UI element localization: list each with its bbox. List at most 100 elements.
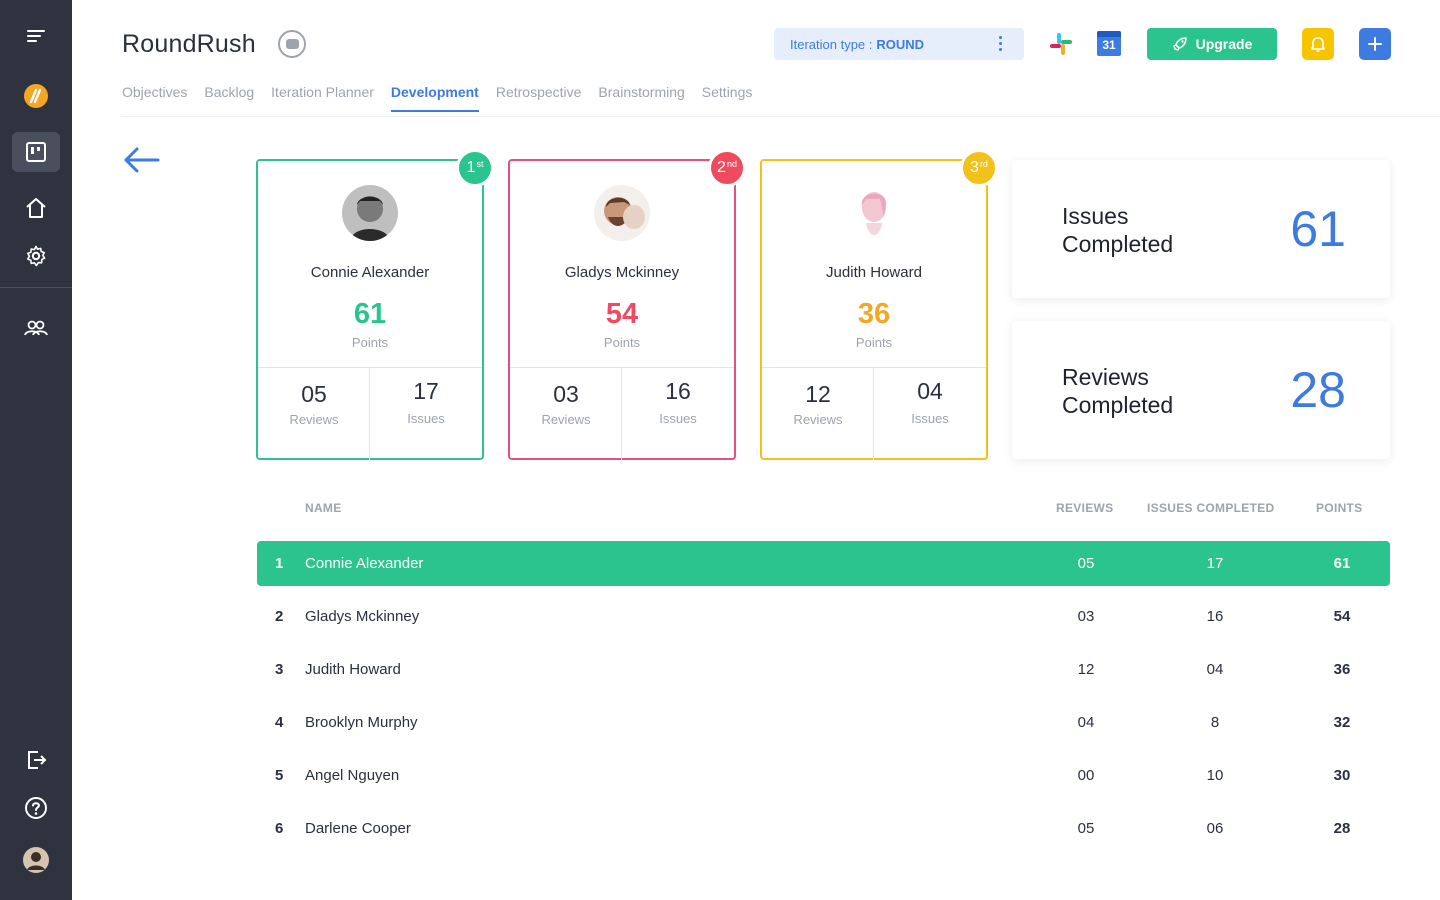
iteration-type-value: ROUND bbox=[876, 36, 925, 52]
rank-number: 3 bbox=[970, 159, 979, 176]
menu-icon[interactable] bbox=[12, 16, 60, 56]
team-icon[interactable] bbox=[12, 308, 60, 348]
table-row[interactable]: 4 Brooklyn Murphy 04 8 32 bbox=[257, 700, 1390, 745]
reviews-count: 12 bbox=[805, 381, 831, 407]
reviews-label: Reviews bbox=[793, 412, 843, 427]
row-points: 32 bbox=[1333, 714, 1351, 731]
table-row[interactable]: 6 Darlene Cooper 05 06 28 bbox=[257, 806, 1390, 851]
add-button[interactable] bbox=[1359, 28, 1391, 60]
issues-count: 04 bbox=[917, 378, 943, 404]
leader-name: Judith Howard bbox=[826, 264, 922, 281]
header-points[interactable]: POINTS bbox=[1316, 501, 1363, 515]
reviews-stat: 03 Reviews bbox=[510, 381, 622, 427]
row-points: 30 bbox=[1333, 767, 1351, 784]
header-issues-completed[interactable]: ISSUES COMPLETED bbox=[1147, 501, 1275, 515]
logout-icon[interactable] bbox=[12, 740, 60, 780]
roundrush-logo-icon[interactable] bbox=[12, 76, 60, 116]
row-rank: 5 bbox=[275, 767, 284, 784]
iteration-type-selector[interactable]: Iteration type : ROUND bbox=[774, 28, 1024, 60]
card-divider-vertical bbox=[873, 367, 874, 460]
help-icon[interactable] bbox=[12, 788, 60, 828]
issues-completed-label: Issues Completed bbox=[1062, 203, 1174, 257]
table-row[interactable]: 2 Gladys Mckinney 03 16 54 bbox=[257, 594, 1390, 639]
row-reviews: 03 bbox=[1077, 608, 1095, 625]
back-arrow-icon[interactable] bbox=[122, 145, 160, 180]
row-rank: 3 bbox=[275, 661, 284, 678]
notification-button[interactable] bbox=[1302, 28, 1334, 60]
tab-iteration-planner[interactable]: Iteration Planner bbox=[271, 84, 374, 100]
tab-brainstorming[interactable]: Brainstorming bbox=[598, 84, 685, 100]
leader-points: 61 bbox=[353, 298, 387, 330]
row-reviews: 04 bbox=[1077, 714, 1095, 731]
points-label: Points bbox=[855, 335, 893, 350]
upgrade-button[interactable]: Upgrade bbox=[1147, 28, 1277, 60]
leader-points: 54 bbox=[605, 298, 639, 330]
board-icon[interactable] bbox=[12, 132, 60, 172]
more-vertical-icon[interactable] bbox=[999, 36, 1002, 51]
main-area: RoundRush Objectives Backlog Iteration P… bbox=[72, 0, 1440, 900]
table-row[interactable]: 5 Angel Nguyen 00 10 30 bbox=[257, 753, 1390, 798]
row-points: 54 bbox=[1333, 608, 1351, 625]
sidebar-divider bbox=[0, 287, 72, 288]
row-points: 28 bbox=[1333, 820, 1351, 837]
reviews-completed-card: Reviews Completed 28 bbox=[1012, 321, 1390, 459]
leader-points: 36 bbox=[857, 298, 891, 330]
rank-number: 2 bbox=[717, 159, 726, 176]
row-name: Gladys Mckinney bbox=[305, 608, 420, 625]
rank-suffix: st bbox=[476, 159, 484, 169]
rank-suffix: nd bbox=[726, 159, 737, 169]
row-name: Darlene Cooper bbox=[305, 820, 411, 837]
points-label: Points bbox=[603, 335, 641, 350]
rocket-icon bbox=[1172, 37, 1187, 51]
tab-settings[interactable]: Settings bbox=[701, 84, 753, 100]
card-divider bbox=[258, 367, 482, 368]
row-reviews: 05 bbox=[1077, 820, 1095, 837]
row-reviews: 05 bbox=[1077, 555, 1095, 572]
issues-count: 17 bbox=[413, 378, 439, 404]
issues-label: Issues bbox=[911, 411, 949, 426]
header-divider bbox=[122, 116, 1440, 117]
row-reviews: 12 bbox=[1077, 661, 1095, 678]
row-rank: 2 bbox=[275, 608, 284, 625]
bell-icon bbox=[1311, 37, 1325, 52]
header-reviews[interactable]: REVIEWS bbox=[1056, 501, 1114, 515]
issues-stat: 04 Issues bbox=[874, 378, 986, 426]
avatar bbox=[846, 185, 902, 241]
row-issues: 06 bbox=[1206, 820, 1224, 837]
header-name[interactable]: NAME bbox=[305, 501, 342, 515]
user-avatar[interactable] bbox=[12, 840, 60, 880]
issues-label: Issues bbox=[659, 411, 697, 426]
row-issues: 04 bbox=[1206, 661, 1224, 678]
slack-icon[interactable] bbox=[1048, 31, 1074, 62]
row-points: 36 bbox=[1333, 661, 1351, 678]
table-row[interactable]: 3 Judith Howard 12 04 36 bbox=[257, 647, 1390, 692]
record-icon[interactable] bbox=[278, 30, 306, 58]
row-issues: 10 bbox=[1206, 767, 1224, 784]
row-issues: 17 bbox=[1206, 555, 1224, 572]
calendar-day: 31 bbox=[1102, 38, 1116, 52]
card-divider-vertical bbox=[621, 367, 622, 460]
row-rank: 4 bbox=[275, 714, 284, 731]
avatar bbox=[342, 185, 398, 241]
issues-completed-value: 61 bbox=[1290, 201, 1346, 257]
row-name: Angel Nguyen bbox=[305, 767, 400, 784]
reviews-label: Reviews bbox=[541, 412, 591, 427]
reviews-count: 03 bbox=[553, 381, 579, 407]
tab-objectives[interactable]: Objectives bbox=[122, 84, 188, 100]
calendar-icon[interactable]: 31 bbox=[1097, 31, 1121, 56]
table-row[interactable]: 1 Connie Alexander 05 17 61 bbox=[257, 541, 1390, 586]
row-name: Connie Alexander bbox=[305, 555, 424, 572]
row-rank: 6 bbox=[275, 820, 284, 837]
tab-development[interactable]: Development bbox=[390, 84, 479, 112]
home-icon[interactable] bbox=[12, 188, 60, 228]
tab-retrospective[interactable]: Retrospective bbox=[495, 84, 582, 100]
tab-backlog[interactable]: Backlog bbox=[204, 84, 255, 100]
row-name: Judith Howard bbox=[305, 661, 401, 678]
gear-icon[interactable] bbox=[12, 236, 60, 276]
card-divider bbox=[762, 367, 986, 368]
issues-count: 16 bbox=[665, 378, 691, 404]
